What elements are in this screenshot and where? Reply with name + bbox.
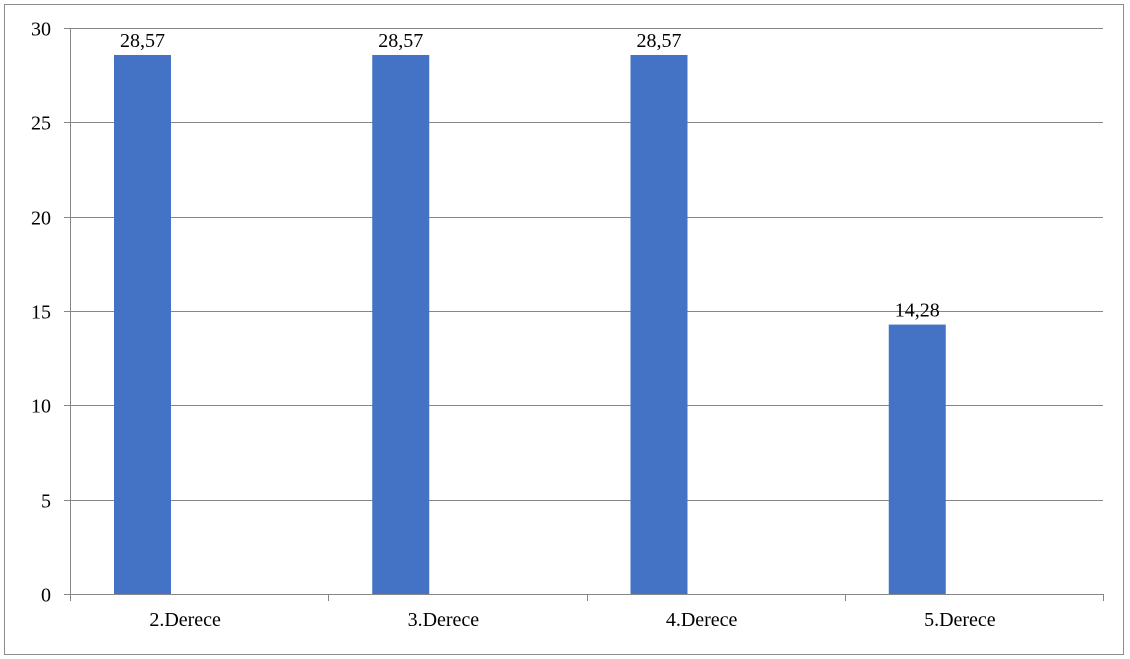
y-tick-label-0: 0 — [41, 585, 51, 607]
bar-5.Derece — [888, 324, 946, 594]
bar-4.Derece — [630, 54, 688, 595]
x-tick-label-5.Derece: 5.Derece — [924, 609, 996, 631]
chart-frame: 0 5 10 15 20 25 30 28,57 2.Derece 28,57 3.Derece 28… — [4, 4, 1124, 655]
x-tick-label-2.Derece: 2.Derece — [149, 609, 221, 631]
y-tick-label-10: 10 — [31, 396, 51, 418]
data-label-2.Derece: 28,57 — [120, 30, 165, 52]
data-label-5.Derece: 14,28 — [895, 300, 940, 322]
labels: 0 5 10 15 20 25 30 28,57 2.Derece 28,57 3.Derece 28… — [31, 19, 996, 632]
bars — [114, 54, 946, 595]
data-label-3.Derece: 28,57 — [378, 30, 423, 52]
y-tick-label-30: 30 — [31, 19, 51, 41]
x-tick-label-4.Derece: 4.Derece — [666, 609, 738, 631]
y-tick-label-20: 20 — [31, 208, 51, 230]
y-tick-label-5: 5 — [41, 491, 51, 513]
y-tick-label-25: 25 — [31, 113, 51, 135]
y-tick-label-15: 15 — [31, 302, 51, 324]
data-label-4.Derece: 28,57 — [637, 30, 682, 52]
bar-3.Derece — [372, 54, 430, 595]
bar-2.Derece — [114, 54, 171, 595]
gridlines — [70, 28, 1103, 501]
x-tick-label-3.Derece: 3.Derece — [408, 609, 480, 631]
axes — [64, 28, 1104, 601]
bar-chart: 0 5 10 15 20 25 30 28,57 2.Derece 28,57 3.Derece 28… — [31, 19, 1104, 632]
